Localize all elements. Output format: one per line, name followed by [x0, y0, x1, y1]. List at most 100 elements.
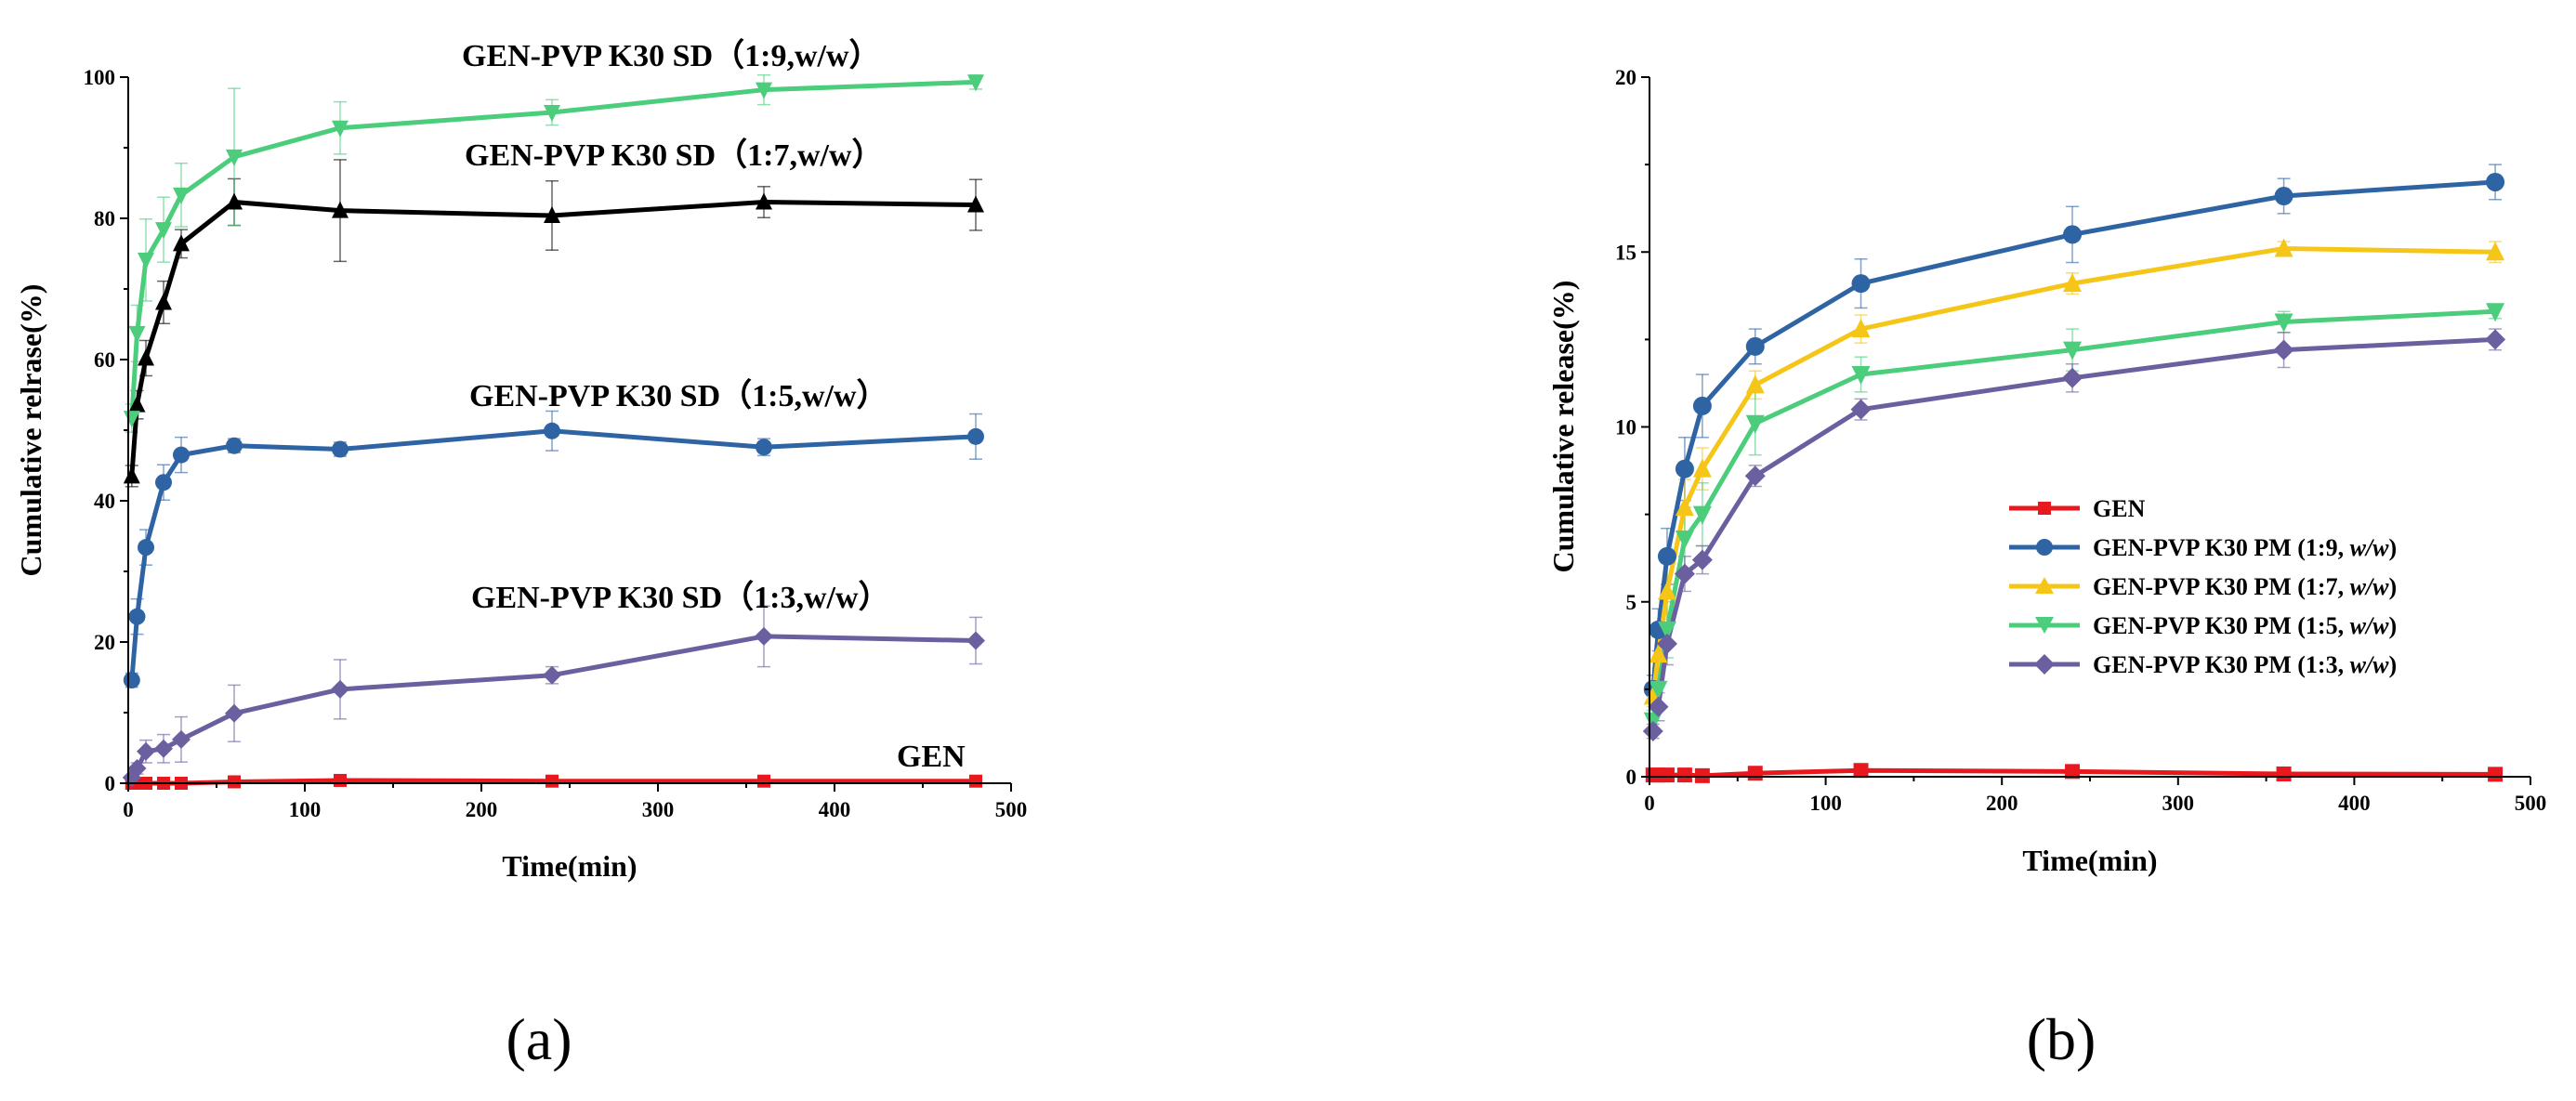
data-point	[1692, 396, 1712, 415]
data-point	[1692, 505, 1712, 525]
data-point	[137, 741, 155, 761]
y-tick-label: 60	[94, 348, 115, 372]
legend-label-gen: GEN	[2093, 495, 2146, 522]
legend-label-pm-1-5: GEN-PVP K30 PM (1:5, w/w)	[2093, 612, 2397, 639]
data-point	[1675, 530, 1694, 549]
legend-marker-triangle-up-icon	[2035, 577, 2054, 594]
panel-a-label-1-7: GEN-PVP K30 SD（1:7,w/w）	[465, 137, 884, 173]
x-tick-label: 0	[1644, 792, 1655, 815]
legend-label-pm-1-9: GEN-PVP K30 PM (1:9, w/w)	[2093, 534, 2397, 561]
series-line	[129, 200, 977, 477]
legend-marker-square-icon	[2038, 502, 2051, 515]
data-point	[155, 222, 172, 240]
data-point	[1648, 696, 1669, 717]
panel-b-chart: 0 100 200 300 400 500 0 5 10 15 20 Time(min) Cumul…	[1546, 66, 2546, 1072]
y-tick-label: 0	[1626, 766, 1637, 789]
legend-label-italic: w/w	[2350, 534, 2390, 561]
data-point	[966, 631, 985, 650]
data-point	[173, 234, 190, 252]
y-tick-label: 5	[1626, 591, 1637, 614]
panel-a-markers	[122, 74, 985, 790]
legend-label-main: GEN-PVP K30 PM (1:9,	[2093, 534, 2350, 561]
data-point	[2274, 238, 2293, 257]
data-point	[173, 187, 190, 204]
data-point	[138, 539, 154, 557]
x-tick-label: 400	[819, 798, 851, 821]
panel-a-chart: 0 100 200 300 400 500 0 20 40 60 80 100 Time(min) C…	[14, 37, 1027, 1072]
data-point	[1657, 621, 1676, 640]
data-point	[967, 195, 984, 213]
data-point	[332, 201, 348, 218]
legend-label-pm-1-3: GEN-PVP K30 PM (1:3, w/w)	[2093, 651, 2397, 678]
series-line	[1650, 336, 2496, 732]
y-tick-label: 20	[94, 631, 115, 654]
panel-b-lines	[1650, 179, 2496, 779]
y-tick-label: 15	[1615, 241, 1636, 264]
panel-b-markers	[1642, 172, 2506, 783]
data-point	[756, 192, 772, 210]
y-tick-label: 80	[94, 207, 115, 230]
x-tick-label: 0	[123, 798, 134, 821]
data-point	[756, 82, 772, 99]
legend-marker-diamond-icon	[2034, 654, 2055, 675]
data-point	[1694, 767, 1710, 783]
data-point	[128, 395, 146, 413]
legend-entry-pm-1-3: GEN-PVP K30 PM (1:3, w/w)	[2009, 651, 2397, 678]
panel-b-tag: (b)	[2027, 1006, 2096, 1072]
legend-label-main: GEN-PVP K30 PM (1:3,	[2093, 651, 2350, 678]
data-point	[2273, 339, 2294, 360]
data-point	[543, 665, 561, 685]
data-point	[1676, 767, 1692, 783]
legend-marker-triangle-down-icon	[2035, 617, 2054, 634]
legend-label-close: )	[2389, 651, 2398, 678]
x-tick-label: 400	[2338, 792, 2371, 815]
legend-entry-pm-1-5: GEN-PVP K30 PM (1:5, w/w)	[2009, 612, 2397, 639]
data-point	[127, 759, 147, 779]
x-tick-label: 200	[466, 798, 498, 821]
panel-a-x-axis-label: Time(min)	[502, 849, 637, 883]
legend-label-close: )	[2389, 534, 2398, 561]
legend-marker-circle-icon	[2036, 539, 2053, 556]
data-point	[225, 703, 243, 723]
data-point	[2065, 764, 2081, 780]
panel-a-label-gen: GEN	[897, 740, 966, 774]
x-tick-label: 500	[2515, 792, 2547, 815]
data-point	[969, 774, 982, 788]
data-point	[2276, 766, 2292, 781]
data-point	[1642, 721, 1663, 742]
data-point	[2488, 767, 2504, 782]
panel-b-axes	[1649, 77, 2530, 778]
data-point	[1851, 319, 1871, 338]
data-point	[1674, 563, 1695, 584]
data-point	[2486, 303, 2505, 322]
data-point	[332, 440, 348, 458]
data-point	[1659, 767, 1675, 783]
panel-a-label-1-9: GEN-PVP K30 SD（1:9,w/w）	[462, 37, 881, 73]
y-tick-label: 40	[94, 490, 115, 513]
y-tick-label: 100	[84, 66, 116, 89]
legend-label-close: )	[2389, 612, 2398, 639]
x-tick-label: 200	[1986, 792, 2018, 815]
data-point	[1744, 465, 1766, 487]
data-point	[138, 252, 154, 269]
legend-label-italic: w/w	[2350, 612, 2390, 639]
series-line	[129, 634, 977, 780]
data-point	[1691, 549, 1713, 570]
panel-a-label-1-3: GEN-PVP K30 SD（1:3,w/w）	[471, 579, 890, 615]
data-point	[1850, 399, 1872, 420]
data-point	[1675, 459, 1694, 478]
legend-label-main: GEN-PVP K30 PM (1:5,	[2093, 612, 2350, 639]
data-point	[1851, 366, 1871, 386]
legend-label-close: )	[2389, 573, 2398, 600]
series-line	[129, 428, 977, 681]
data-point	[172, 729, 191, 749]
data-point	[128, 325, 146, 343]
data-point	[138, 348, 154, 366]
panel-b-legend: GEN GEN-PVP K30 PM (1:9, w/w) GEN-PVP K3…	[2009, 495, 2397, 678]
y-tick-label: 10	[1615, 416, 1636, 439]
data-point	[1853, 763, 1869, 779]
legend-entry-pm-1-9: GEN-PVP K30 PM (1:9, w/w)	[2009, 534, 2397, 561]
data-point	[123, 672, 140, 689]
legend-label-pm-1-7: GEN-PVP K30 PM (1:7, w/w)	[2093, 573, 2397, 600]
